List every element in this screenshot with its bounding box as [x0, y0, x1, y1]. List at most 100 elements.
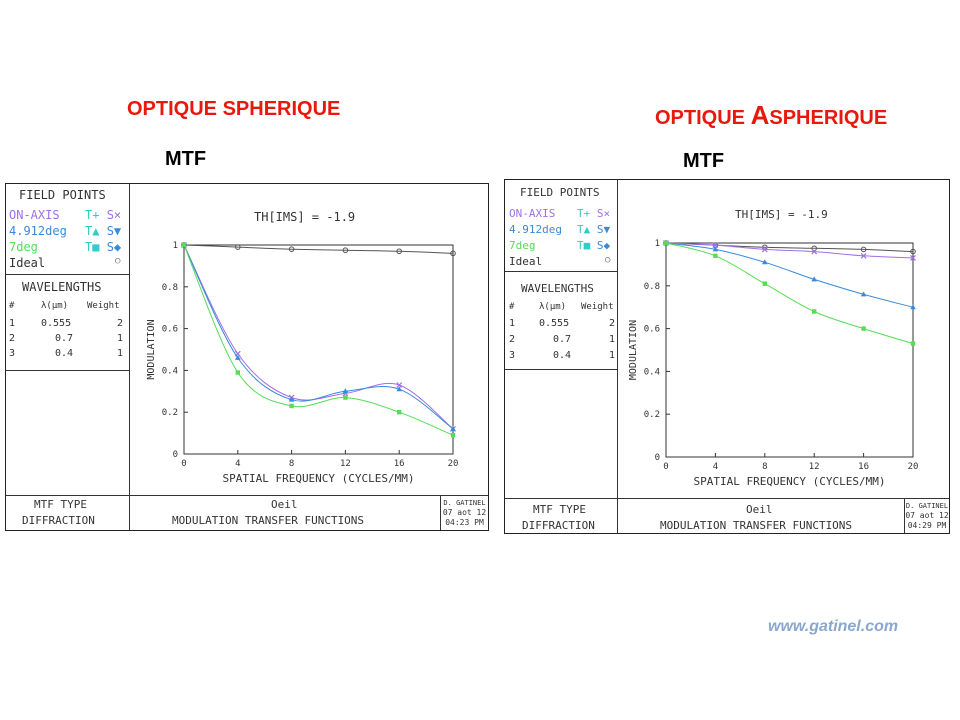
y-tick-label: 0.2 — [162, 408, 178, 418]
left-subtitle: MTF — [165, 148, 207, 170]
data-point-square — [713, 253, 718, 259]
wavelength-row: 2 0.7 1 — [509, 334, 617, 345]
right-title-rest: SPHERIQUE — [769, 107, 888, 129]
field-row-on-axis: ON-AXIS T+ S× — [509, 207, 617, 220]
data-point-triangle — [860, 291, 867, 297]
series-line — [183, 244, 454, 254]
stamp-author: D. GATINEL — [443, 499, 486, 507]
data-point-triangle — [342, 388, 349, 394]
x-tick-label: 16 — [394, 459, 405, 469]
data-point-cross — [910, 255, 916, 261]
x-tick-label: 0 — [663, 462, 668, 472]
x-axis-label: SPATIAL FREQUENCY (CYCLES/MM) — [693, 475, 885, 488]
field-name: Ideal — [9, 256, 46, 270]
col-lambda: λ(μm) — [539, 302, 567, 312]
series-line — [665, 242, 914, 259]
wl-weight: 2 — [609, 318, 616, 329]
data-point-ideal — [342, 247, 349, 254]
t-marker: T▲ — [577, 223, 591, 236]
mtf-type-value: DIFFRACTION — [522, 519, 595, 532]
y-tick-label: 0.8 — [644, 282, 660, 292]
plot-frame — [665, 242, 914, 458]
mtf-chart: 0 4 8 12 16 20 0 0.2 0.4 0.6 0.8 1 SPATIAL FREQUENCY… — [146, 241, 459, 485]
wl-weight: 1 — [609, 350, 616, 361]
t-marker: T■ — [577, 239, 591, 252]
x-tick-label: 8 — [289, 459, 294, 469]
field-name: ON-AXIS — [509, 207, 556, 220]
y-tick-label: 1 — [173, 241, 178, 251]
wl-weight: 2 — [117, 318, 124, 329]
s-marker: S× — [106, 208, 122, 222]
wavelength-row: 3 0.4 1 — [509, 350, 617, 361]
y-tick-label: 0.6 — [644, 325, 660, 335]
ideal-marker: ○ — [115, 256, 121, 266]
series-line — [183, 244, 454, 430]
s-marker: S◆ — [596, 239, 611, 252]
field-points-header: FIELD POINTS — [520, 186, 600, 199]
wl-lambda: 0.7 — [553, 334, 572, 345]
y-tick-label: 0.6 — [162, 325, 178, 335]
y-tick-label: 1 — [655, 239, 660, 249]
data-point-triangle — [450, 425, 456, 431]
data-point-triangle — [712, 246, 719, 252]
wl-lambda: 0.555 — [539, 318, 570, 329]
stamp-time: 04:29 PM — [907, 521, 947, 530]
s-marker: S◆ — [106, 240, 122, 254]
x-tick-label: 4 — [713, 462, 718, 472]
wavelength-row: 1 0.555 2 — [509, 318, 617, 329]
t-marker: T■ — [85, 240, 100, 254]
wavelengths-header: WAVELENGTHS — [521, 282, 594, 295]
field-name: Ideal — [509, 255, 543, 268]
right-subtitle: MTF — [683, 150, 725, 172]
x-tick-label: 4 — [235, 459, 240, 469]
wavelength-row: 3 0.4 1 — [9, 348, 127, 359]
stamp-date: 07 aot 12 — [905, 511, 949, 520]
wl-n: 2 — [509, 334, 516, 345]
data-point-cross — [396, 382, 403, 388]
field-row-ideal: Ideal ○ — [509, 255, 617, 268]
data-point-cross — [860, 252, 867, 259]
field-row-7deg: 7deg T■ S◆ — [9, 240, 127, 254]
website-link[interactable]: www.gatinel.com — [768, 618, 899, 635]
mtf-type-label: MTF TYPE — [34, 498, 87, 511]
s-marker: S▼ — [106, 224, 122, 238]
field-name: ON-AXIS — [9, 208, 60, 222]
data-point-ideal — [860, 246, 867, 253]
data-point-square — [450, 432, 456, 438]
system-name: Oeil — [746, 503, 773, 516]
field-points-box — [505, 180, 618, 272]
t-marker: T▲ — [85, 224, 100, 238]
wavelength-row: 1 0.555 2 — [9, 318, 127, 329]
data-point-ideal — [288, 246, 295, 252]
system-name: Oeil — [271, 498, 298, 511]
field-markers: T▲ S▼ — [85, 224, 121, 238]
col-weight: Weight — [581, 302, 614, 312]
wl-n: 2 — [9, 333, 16, 344]
wavelengths-header: WAVELENGTHS — [22, 280, 102, 294]
data-point-square — [910, 341, 916, 346]
x-axis-label: SPATIAL FREQUENCY (CYCLES/MM) — [222, 472, 414, 485]
wavelength-col-headers: # λ(μm) Weight — [9, 301, 127, 311]
mtf-panel-aspherical: FIELD POINTS ON-AXIS T+ S× 4.912deg T▲ S… — [504, 179, 950, 534]
divider — [617, 499, 618, 533]
data-point-ideal — [450, 250, 456, 257]
data-point-square — [181, 242, 187, 248]
field-name: 4.912deg — [509, 223, 562, 236]
data-point-triangle — [396, 386, 402, 392]
y-axis-label: MODULATION — [628, 320, 639, 380]
y-tick-label: 0.4 — [644, 367, 660, 377]
wl-weight: 1 — [117, 348, 124, 359]
mtf-type-label: MTF TYPE — [533, 503, 586, 516]
wl-n: 1 — [509, 318, 516, 329]
data-point-triangle — [762, 259, 768, 265]
plot-frame — [183, 244, 454, 455]
data-point-square — [861, 326, 866, 331]
divider — [129, 496, 130, 530]
y-tick-label: 0 — [173, 450, 178, 460]
series-line — [665, 242, 914, 345]
data-point-square — [289, 403, 294, 409]
data-point-triangle — [811, 276, 817, 282]
ideal-marker: ○ — [605, 255, 611, 265]
x-tick-label: 20 — [448, 459, 459, 469]
plot-label: TH[IMS] = -1.9 — [254, 210, 356, 224]
